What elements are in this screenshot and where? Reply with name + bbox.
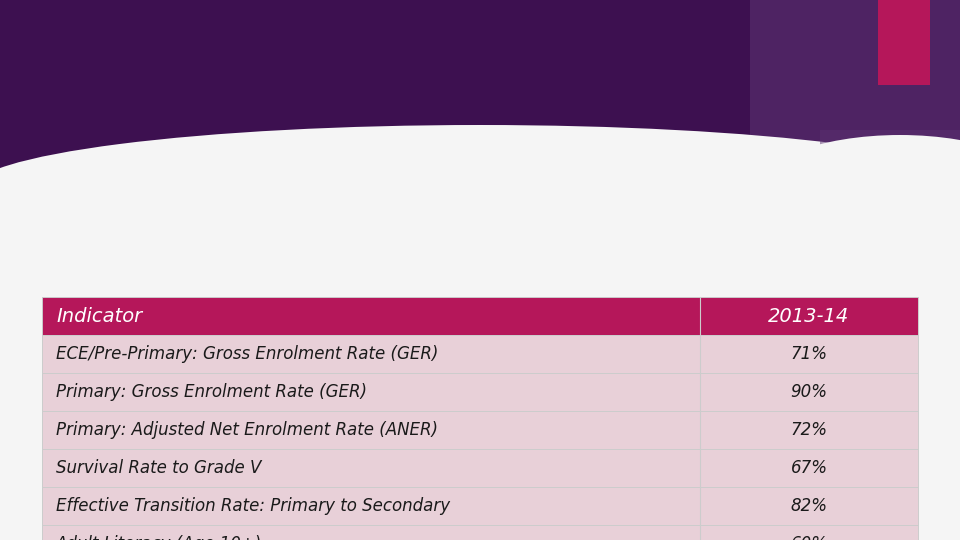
Text: ECE/Pre-Primary: Gross Enrolment Rate (GER): ECE/Pre-Primary: Gross Enrolment Rate (G… bbox=[56, 345, 439, 363]
Text: 82%: 82% bbox=[790, 497, 828, 515]
Bar bbox=[42, 487, 918, 525]
Text: Indicator: Indicator bbox=[56, 307, 142, 326]
Bar bbox=[878, 0, 930, 85]
Bar bbox=[42, 449, 918, 487]
Text: 67%: 67% bbox=[790, 459, 828, 477]
Text: 60%: 60% bbox=[790, 535, 828, 540]
Text: Survival Rate to Grade V: Survival Rate to Grade V bbox=[56, 459, 261, 477]
Bar bbox=[42, 411, 918, 449]
Text: 2013-14: 2013-14 bbox=[768, 307, 850, 326]
Bar bbox=[820, 130, 960, 220]
Bar bbox=[42, 335, 918, 373]
Ellipse shape bbox=[0, 125, 960, 255]
Ellipse shape bbox=[750, 135, 960, 255]
Bar bbox=[42, 297, 918, 335]
Bar bbox=[0, 0, 960, 190]
Text: 72%: 72% bbox=[790, 421, 828, 439]
Text: 90%: 90% bbox=[790, 383, 828, 401]
Bar bbox=[42, 525, 918, 540]
Bar bbox=[750, 0, 960, 190]
Text: Key Education Indicators 2013-14: Key Education Indicators 2013-14 bbox=[78, 393, 687, 427]
Text: Effective Transition Rate: Primary to Secondary: Effective Transition Rate: Primary to Se… bbox=[56, 497, 450, 515]
Text: Primary: Adjusted Net Enrolment Rate (ANER): Primary: Adjusted Net Enrolment Rate (AN… bbox=[56, 421, 438, 439]
Text: Adult Literacy (Age 10+): Adult Literacy (Age 10+) bbox=[56, 535, 262, 540]
Bar bbox=[42, 373, 918, 411]
Text: Primary: Gross Enrolment Rate (GER): Primary: Gross Enrolment Rate (GER) bbox=[56, 383, 367, 401]
Text: 71%: 71% bbox=[790, 345, 828, 363]
